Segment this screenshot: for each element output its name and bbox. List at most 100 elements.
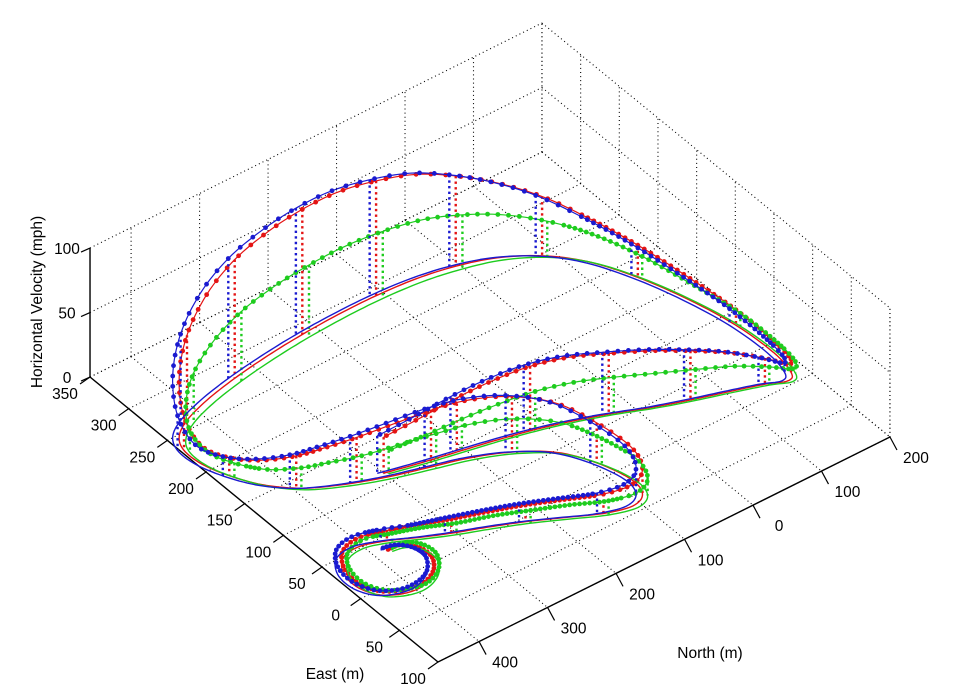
trajectory-marker (197, 442, 203, 448)
trajectory-marker (782, 355, 788, 361)
trajectory-marker (315, 194, 321, 199)
trajectory-marker (431, 562, 437, 568)
trajectory-marker (417, 520, 423, 526)
trajectory-marker (420, 574, 426, 580)
trajectory-marker (743, 314, 748, 320)
trajectory-marker (621, 482, 627, 487)
trajectory-marker (355, 532, 361, 537)
trajectory-marker (523, 508, 529, 514)
trajectory-marker (396, 542, 401, 548)
trajectory-marker (469, 509, 475, 515)
trajectory-marker (555, 495, 561, 501)
trajectory-marker (432, 549, 438, 555)
trajectory-marker (395, 442, 401, 448)
trajectory-marker (716, 348, 722, 354)
trajectory-marker (421, 519, 427, 525)
north-tick-label: 100 (698, 552, 724, 569)
trajectory-marker (759, 355, 765, 361)
north-tick-mark (683, 538, 693, 553)
trajectory-marker (721, 302, 727, 308)
trajectory-marker (674, 270, 680, 276)
trajectory-marker (578, 227, 583, 233)
trajectory-marker (514, 393, 520, 399)
east-tick-label: 150 (207, 513, 233, 530)
trajectory-marker (764, 337, 770, 343)
trajectory-marker (322, 442, 328, 448)
trajectory-marker (591, 377, 596, 382)
floor-grid-north (130, 356, 480, 642)
trajectory-marker (267, 286, 273, 292)
trajectory-marker (313, 199, 319, 205)
trajectory-marker (782, 360, 788, 365)
trajectory-marker (479, 378, 485, 384)
trajectory-marker (425, 559, 430, 565)
trajectory-marker (587, 419, 593, 425)
east-tick-mark (311, 566, 323, 575)
trajectory-marker (446, 514, 452, 520)
trajectory-marker (414, 436, 420, 442)
east-tick-mark (234, 503, 246, 512)
trajectory-marker (204, 292, 210, 298)
trajectory-marker (504, 372, 510, 378)
trajectory-marker (463, 518, 468, 524)
trajectory-marker (186, 310, 192, 316)
trajectory-marker (467, 518, 473, 523)
trajectory-marker (190, 317, 196, 323)
trajectory-marker (170, 383, 176, 389)
trajectory-marker (314, 444, 320, 450)
trajectory-marker (481, 515, 487, 520)
trajectory-marker (775, 340, 781, 346)
east-tick-label: 50 (288, 576, 306, 593)
trajectory-marker (423, 581, 429, 587)
trajectory-marker (786, 366, 791, 372)
trajectory-marker (374, 527, 380, 533)
trajectory-marker (541, 359, 547, 365)
trajectory-marker (767, 333, 773, 339)
trajectory-marker (400, 542, 406, 548)
trajectory-marker (561, 381, 567, 387)
north-tick-label: 300 (561, 620, 587, 637)
trajectory-marker (276, 281, 282, 286)
trajectory-marker (376, 448, 382, 454)
trajectory-marker (312, 463, 318, 468)
trajectory-marker (340, 563, 346, 569)
trajectory-marker (633, 466, 639, 472)
east-tick-label: 250 (129, 449, 155, 466)
trajectory-marker (422, 406, 427, 412)
trajectory-marker (608, 239, 613, 244)
trajectory-marker (250, 299, 256, 304)
trajectory-marker (290, 466, 296, 472)
trajectory-marker (528, 507, 534, 513)
trajectory-marker (583, 229, 589, 235)
trajectory-marker (676, 347, 682, 352)
trajectory-marker (525, 361, 531, 367)
trajectory-marker (279, 453, 285, 459)
trajectory-marker (433, 572, 439, 577)
trajectory-marker (638, 472, 644, 478)
trajectory-marker (402, 423, 408, 429)
trajectory-marker (450, 420, 456, 426)
trajectory-marker (485, 211, 490, 217)
trajectory-marker (429, 547, 435, 552)
trajectory-marker (703, 366, 708, 371)
trajectory-marker (362, 530, 368, 535)
trajectory-marker (294, 450, 300, 456)
trajectory-marker (365, 427, 371, 433)
trajectory-marker (335, 564, 341, 570)
trajectory-marker (433, 517, 439, 523)
trajectory-marker (629, 241, 634, 247)
trajectory-marker (385, 227, 391, 233)
trajectory-marker (397, 529, 403, 535)
trajectory-marker (236, 253, 241, 259)
trajectory-marker (416, 525, 422, 531)
trajectory-marker (350, 455, 356, 461)
trajectory-marker (618, 495, 624, 501)
trajectory-marker (248, 464, 253, 470)
trajectory-marker (525, 416, 531, 422)
trajectory-marker (536, 498, 541, 504)
trajectory-marker (441, 424, 447, 430)
trajectory-marker (759, 364, 764, 370)
trajectory-marker (571, 379, 577, 385)
trajectory-marker (532, 362, 538, 368)
trajectory-marker (354, 575, 360, 581)
